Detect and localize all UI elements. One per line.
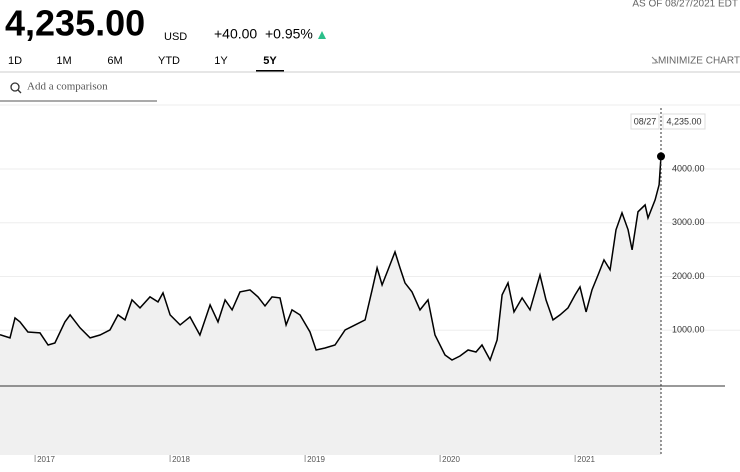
x-tick-label: 2019: [307, 455, 325, 464]
x-tick-label: 2020: [442, 455, 460, 464]
change-pct: +0.95%: [265, 26, 313, 42]
tab[interactable]: YTD: [158, 55, 180, 67]
y-tick-label: 1000.00: [672, 325, 705, 335]
tabs: 1D 1M 6M YTD 1Y 5Y: [8, 55, 284, 72]
plot: BloombergMarkets1000.002000.003000.00400…: [0, 108, 740, 464]
tab[interactable]: 1M: [56, 55, 71, 67]
tooltip-box: [630, 113, 660, 130]
minimize-icon: [651, 56, 659, 64]
up-arrow: [318, 31, 326, 39]
search-icon: [17, 89, 22, 94]
tab[interactable]: 1Y: [214, 55, 228, 67]
x-tick-label: 2018: [172, 455, 190, 464]
y-tick-label: 3000.00: [672, 217, 705, 227]
price: 4,235.00: [5, 3, 145, 44]
x-tick-label: 2021: [577, 455, 595, 464]
comparison-input[interactable]: Add a comparison: [27, 81, 108, 93]
tooltip-value: 4,235.00: [666, 116, 701, 126]
tab[interactable]: 1D: [8, 55, 22, 67]
search-icon: [10, 82, 20, 92]
tooltip-box: [662, 113, 706, 130]
tab[interactable]: 6M: [107, 55, 122, 67]
minimize-chart[interactable]: MINIMIZE CHART: [658, 56, 740, 67]
x-tick-label: 2017: [37, 455, 55, 464]
tab[interactable]: 5Y: [263, 55, 277, 67]
last-point: [657, 152, 665, 161]
currency: USD: [164, 31, 187, 43]
y-tick-label: 4000.00: [672, 163, 705, 173]
area: [0, 156, 661, 455]
tooltip-date: 08/27: [634, 116, 657, 126]
price-line: [0, 156, 662, 362]
as-of: AS OF 08/27/2021 EDT: [632, 0, 738, 10]
y-tick-label: 2000.00: [672, 271, 705, 281]
change: +40.00: [214, 26, 257, 42]
